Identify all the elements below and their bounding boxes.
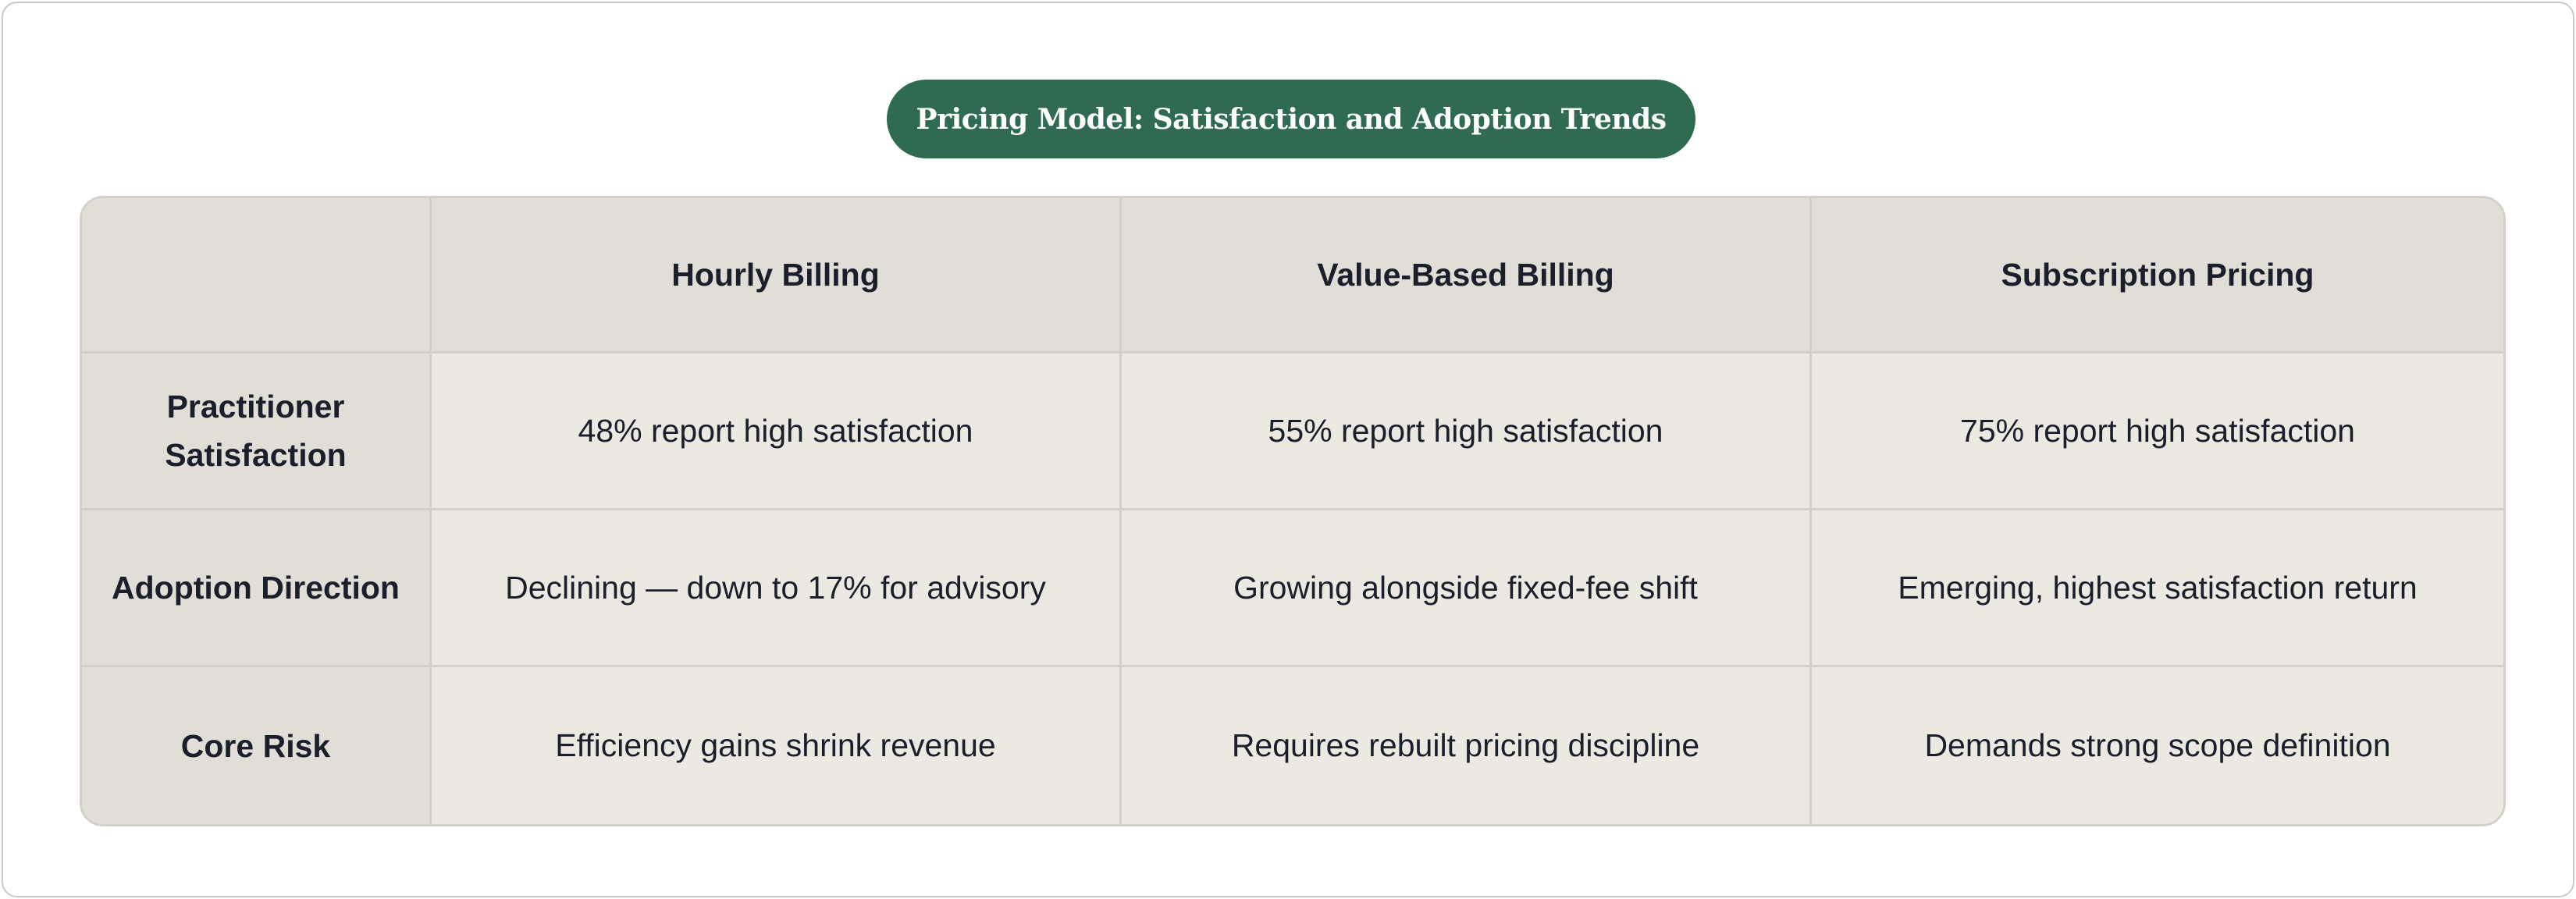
- row-header-practitioner-satisfaction: Practitioner Satisfaction: [82, 354, 432, 510]
- table-cell: 75% report high satisfaction: [1812, 354, 2503, 510]
- table-cell: Declining — down to 17% for advisory: [432, 510, 1122, 667]
- table-cell: Requires rebuilt pricing discipline: [1122, 667, 1812, 824]
- page-title: Pricing Model: Satisfaction and Adoption…: [887, 80, 1695, 158]
- row-header-adoption-direction: Adoption Direction: [82, 510, 432, 667]
- table-corner-header: [82, 198, 432, 354]
- column-header-value-based-billing: Value-Based Billing: [1122, 198, 1812, 354]
- comparison-table: Hourly Billing Value-Based Billing Subsc…: [80, 196, 2506, 826]
- table-cell: Emerging, highest satisfaction return: [1812, 510, 2503, 667]
- row-header-core-risk: Core Risk: [82, 667, 432, 824]
- table-cell: 48% report high satisfaction: [432, 354, 1122, 510]
- table-cell: Demands strong scope definition: [1812, 667, 2503, 824]
- table-cell: Growing alongside fixed-fee shift: [1122, 510, 1812, 667]
- table-cell: 55% report high satisfaction: [1122, 354, 1812, 510]
- column-header-subscription-pricing: Subscription Pricing: [1812, 198, 2503, 354]
- table-cell: Efficiency gains shrink revenue: [432, 667, 1122, 824]
- column-header-hourly-billing: Hourly Billing: [432, 198, 1122, 354]
